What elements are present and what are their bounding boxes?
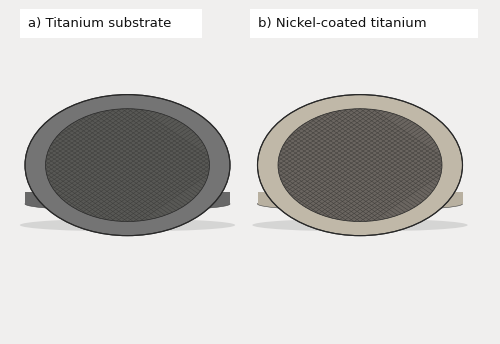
Circle shape: [46, 109, 209, 222]
Circle shape: [278, 109, 442, 222]
Ellipse shape: [25, 197, 230, 211]
FancyBboxPatch shape: [258, 192, 462, 204]
Text: a) Titanium substrate: a) Titanium substrate: [28, 17, 172, 30]
Circle shape: [258, 95, 462, 236]
FancyBboxPatch shape: [250, 9, 478, 38]
Ellipse shape: [20, 219, 235, 232]
Ellipse shape: [258, 197, 462, 211]
Ellipse shape: [252, 219, 468, 232]
FancyBboxPatch shape: [20, 9, 203, 38]
Circle shape: [25, 95, 230, 236]
Text: b) Nickel-coated titanium: b) Nickel-coated titanium: [258, 17, 427, 30]
FancyBboxPatch shape: [25, 192, 230, 204]
